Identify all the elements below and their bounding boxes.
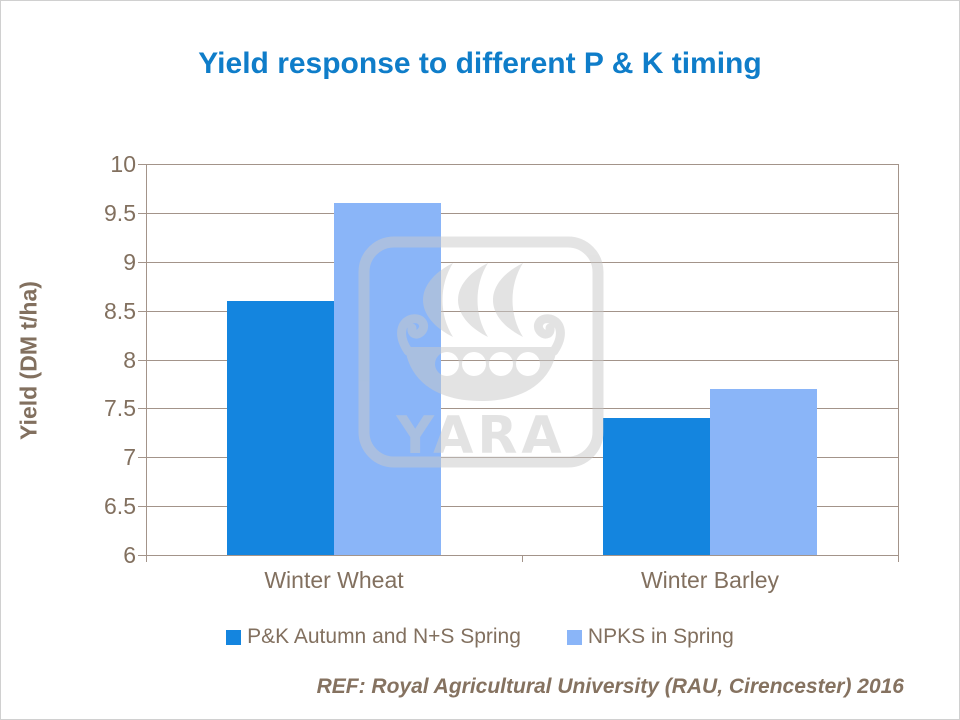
x-category-label: Winter Barley (640, 567, 780, 593)
legend-label: NPKS in Spring (587, 625, 734, 648)
gridline (146, 262, 898, 263)
bar-winter-wheat-s2 (334, 203, 441, 555)
bar-winter-barley-s2 (710, 389, 817, 555)
y-tick-mark (138, 408, 146, 409)
legend-swatch-icon (226, 629, 242, 645)
y-tick-label: 7 (123, 444, 136, 470)
y-tick-label: 9.5 (104, 200, 136, 226)
x-category-label: Winter Wheat (264, 567, 404, 593)
y-tick-mark (138, 457, 146, 458)
reference-text: REF: Royal Agricultural University (RAU,… (316, 675, 904, 698)
y-axis-title: Yield (DM t/ha) (15, 281, 42, 440)
x-tick-mark (898, 555, 899, 562)
y-tick-label: 8.5 (104, 298, 136, 324)
bar-winter-barley-s1 (603, 418, 710, 555)
y-axis-line (146, 164, 147, 555)
y-tick-mark (138, 213, 146, 214)
legend-swatch-icon (566, 629, 582, 645)
plot-right-border (898, 164, 899, 555)
y-tick-mark (138, 555, 146, 556)
chart-title: Yield response to different P & K timing (198, 47, 762, 80)
legend-item-1: P&K Autumn and N+S Spring (226, 625, 521, 649)
gridline (146, 213, 898, 214)
legend: P&K Autumn and N+S Spring NPKS in Spring (1, 625, 959, 649)
y-tick-label: 8 (123, 347, 136, 373)
y-tick-mark (138, 262, 146, 263)
gridline (146, 506, 898, 507)
gridline (146, 164, 898, 165)
sail-icon (458, 263, 488, 337)
legend-label: P&K Autumn and N+S Spring (247, 625, 521, 648)
y-tick-mark (138, 164, 146, 165)
x-tick-mark (146, 555, 147, 562)
y-tick-label: 6.5 (104, 493, 136, 519)
y-tick-label: 7.5 (104, 395, 136, 421)
prow-icon (533, 314, 565, 356)
y-tick-label: 9 (123, 249, 136, 275)
x-tick-mark (522, 555, 523, 562)
bar-winter-wheat-s1 (227, 301, 334, 555)
y-tick-label: 10 (110, 151, 136, 177)
sail-icon (493, 263, 523, 337)
y-tick-mark (138, 360, 146, 361)
legend-item-2: NPKS in Spring (566, 625, 734, 649)
y-tick-label: 6 (123, 542, 136, 568)
y-tick-mark (138, 506, 146, 507)
y-tick-mark (138, 311, 146, 312)
